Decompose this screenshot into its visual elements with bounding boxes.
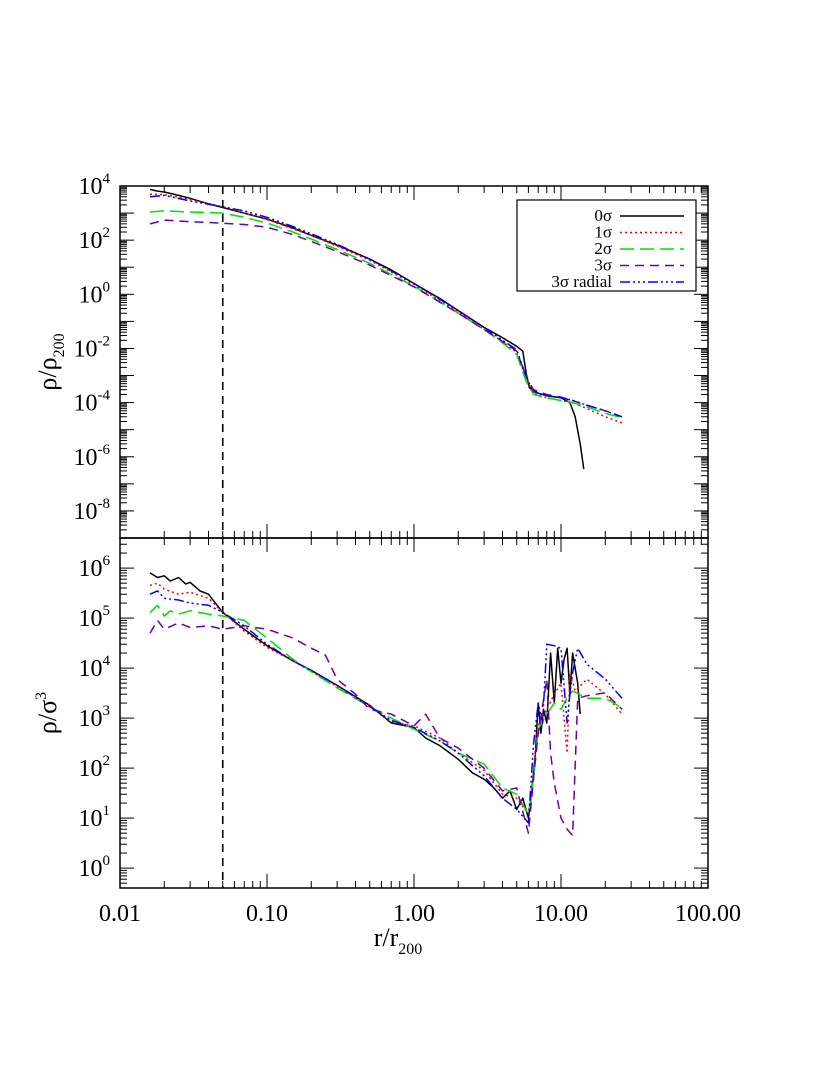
legend-label-s1: 1σ — [594, 223, 612, 242]
y-tick-label: 102 — [79, 753, 111, 782]
y-tick-label: 106 — [79, 553, 111, 582]
bottom-y-axis-label: ρ/σ3 — [33, 692, 62, 734]
bottom-series-s1 — [149, 582, 623, 815]
legend-label-s3: 3σ — [594, 256, 612, 275]
x-tick-label: 0.10 — [246, 901, 288, 927]
y-tick-label: 10-2 — [74, 333, 111, 362]
y-tick-labels: 10-8 10-6 10-4 10-2 100 102 104 100 101 102 103 104… — [74, 171, 111, 882]
top-series-s1 — [149, 193, 623, 424]
bottom-series-s2 — [149, 604, 623, 815]
y-tick-label: 100 — [79, 853, 111, 882]
x-tick-label: 100.00 — [675, 901, 741, 927]
y-tick-label: 100 — [79, 279, 111, 308]
bottom-series-s3r — [149, 590, 623, 824]
y-tick-label: 105 — [79, 603, 111, 632]
x-axis-label: r/r200 — [374, 923, 423, 958]
bottom-panel-frame — [119, 537, 709, 889]
y-tick-label: 102 — [79, 225, 111, 254]
bottom-panel — [119, 537, 709, 889]
top-y-axis-label: ρ/ρ200 — [33, 333, 68, 390]
bottom-series-s0 — [149, 572, 581, 819]
top-series-group — [149, 188, 623, 470]
legend-label-s0: 0σ — [594, 206, 612, 225]
y-tick-label: 104 — [79, 653, 111, 682]
y-tick-label: 104 — [79, 171, 111, 200]
legend-box — [516, 199, 697, 292]
x-tick-label: 1.00 — [393, 901, 435, 927]
y-tick-label: 101 — [79, 803, 111, 832]
bottom-series-s3 — [149, 619, 623, 837]
y-tick-label: 10-4 — [74, 388, 111, 417]
bottom-series-group — [149, 572, 623, 837]
y-tick-label: 10-8 — [74, 496, 111, 525]
y-tick-label: 103 — [79, 703, 111, 732]
x-tick-label: 0.01 — [99, 901, 141, 927]
x-tick-labels: 0.01 0.10 1.00 10.00 100.00 — [99, 901, 741, 927]
legend-label-s3r: 3σ radial — [551, 272, 612, 291]
top-series-s3r — [149, 194, 623, 418]
bottom-ticks-group — [119, 537, 708, 889]
y-tick-label: 10-6 — [74, 442, 111, 471]
legend-label-s2: 2σ — [594, 239, 612, 258]
x-tick-label: 10.00 — [534, 901, 588, 927]
